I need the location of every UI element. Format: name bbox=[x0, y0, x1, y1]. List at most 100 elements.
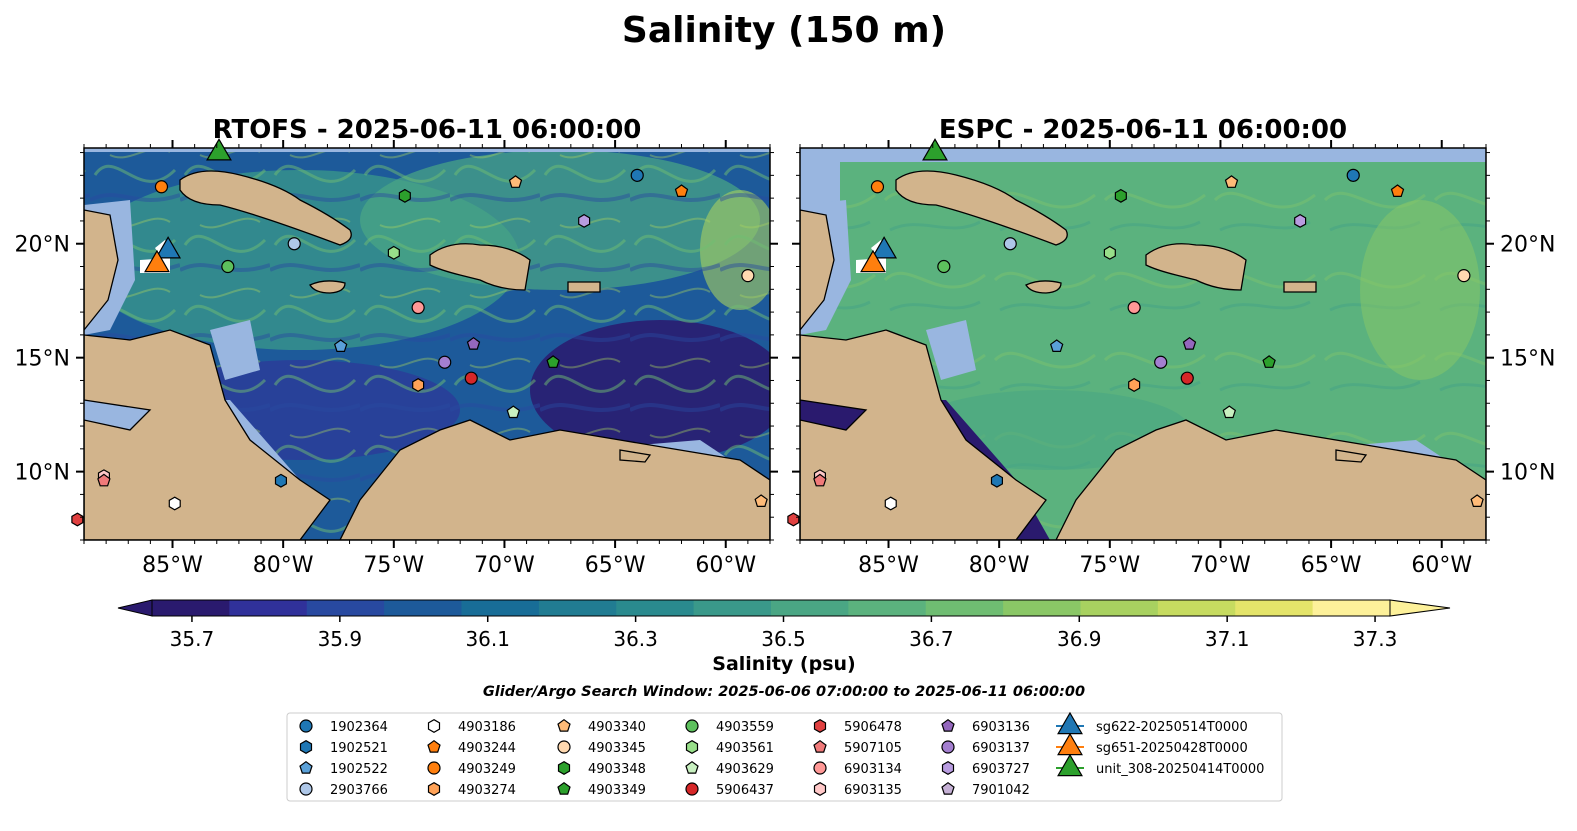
float-marker-4903348 bbox=[398, 188, 411, 203]
float-marker-4903349 bbox=[546, 355, 560, 368]
legend-label: 4903345 bbox=[588, 741, 646, 756]
lat-tick-label: 20°N bbox=[15, 233, 70, 258]
shelf bbox=[210, 320, 260, 380]
panel-title-espc: ESPC - 2025-06-11 06:00:00 bbox=[939, 115, 1347, 145]
legend-label: 4903249 bbox=[458, 762, 516, 777]
float-marker-1902521 bbox=[990, 473, 1004, 488]
float-marker-6903727 bbox=[578, 213, 591, 228]
legend-marker bbox=[941, 761, 955, 775]
figure-title: Salinity (150 m) bbox=[622, 10, 946, 51]
legend-label: 5906437 bbox=[716, 783, 774, 798]
float-marker-4903629 bbox=[1222, 405, 1237, 419]
colorbar-segment bbox=[538, 600, 617, 616]
legend-marker bbox=[557, 761, 571, 775]
axis-rtofs: 85°W 80°W 75°W 70°W 65°W 60°W 10°N 15°N 20°N bbox=[15, 140, 778, 578]
colorbar-tick-label: 37.3 bbox=[1353, 627, 1398, 651]
float-marker-4903629 bbox=[506, 405, 521, 419]
legend-marker bbox=[557, 718, 571, 732]
colorbar-tick-label: 37.1 bbox=[1205, 627, 1250, 651]
colorbar-segment bbox=[848, 600, 927, 616]
axis-espc: 85°W 80°W 75°W 70°W 65°W 60°W 10°N 15°N 20°N bbox=[792, 140, 1555, 578]
float-marker-4903559 bbox=[221, 259, 235, 274]
shelf bbox=[84, 148, 770, 152]
legend-label: sg622-20250514T0000 bbox=[1096, 720, 1248, 735]
float-marker-4903348 bbox=[1114, 188, 1127, 203]
colorbar-segment bbox=[925, 600, 1004, 616]
legend-marker bbox=[813, 761, 827, 775]
lat-tick-label: 15°N bbox=[1500, 347, 1555, 372]
colorbar-segment bbox=[461, 600, 540, 616]
legend-marker bbox=[941, 718, 955, 732]
legend-label: 4903348 bbox=[588, 762, 646, 777]
lon-tick-label: 75°W bbox=[363, 553, 424, 578]
lon-tick-label: 60°W bbox=[1411, 553, 1472, 578]
colorbar-tick-label: 36.5 bbox=[761, 627, 806, 651]
lon-tick-label: 70°W bbox=[1190, 553, 1251, 578]
colorbar-tick-label: 36.3 bbox=[613, 627, 658, 651]
legend-marker bbox=[299, 719, 313, 733]
salinity-patch bbox=[1360, 200, 1480, 380]
float-marker-1902521 bbox=[274, 473, 287, 488]
glider-marker-sg622 bbox=[871, 236, 898, 259]
markers-rtofs bbox=[71, 138, 768, 527]
legend-marker bbox=[941, 781, 955, 795]
legend-marker bbox=[557, 781, 571, 795]
legend-label: 6903137 bbox=[972, 741, 1030, 756]
colorbar-segment bbox=[1312, 600, 1391, 616]
colorbar-max-extension bbox=[1389, 599, 1451, 617]
float-marker-1902364 bbox=[630, 168, 644, 182]
float-marker-4903349 bbox=[1262, 355, 1276, 368]
colorbar-tick-label: 35.9 bbox=[318, 627, 363, 651]
float-marker-4903274 bbox=[1128, 378, 1141, 392]
lat-tick-label: 10°N bbox=[15, 461, 70, 486]
float-marker-4903274 bbox=[412, 378, 425, 392]
legend-label: 4903186 bbox=[458, 720, 516, 735]
float-marker-5907105 bbox=[813, 473, 827, 487]
lon-tick-label: 75°W bbox=[1079, 553, 1140, 578]
map-frame bbox=[799, 147, 1487, 541]
colorbar: 35.7 35.9 36.1 36.3 36.5 36.7 36.9 37.1 37.3 bbox=[117, 599, 1451, 651]
markers-espc bbox=[787, 138, 1484, 527]
colorbar-tick-label: 36.1 bbox=[465, 627, 510, 651]
float-marker-4903345 bbox=[741, 269, 755, 283]
float-marker-5906437 bbox=[464, 371, 478, 385]
shelf bbox=[926, 320, 976, 380]
legend-label: 4903349 bbox=[588, 783, 646, 798]
float-marker-4903559 bbox=[937, 259, 951, 274]
colorbar-segment bbox=[1080, 600, 1159, 616]
float-marker-2903766 bbox=[287, 237, 301, 251]
legend-label: sg651-20250428T0000 bbox=[1096, 741, 1248, 756]
glider-marker-sg651 bbox=[144, 249, 170, 273]
legend-label: unit_308-20250414T0000 bbox=[1096, 762, 1264, 777]
legend-marker bbox=[685, 740, 699, 754]
map-panel-espc: 85°W 80°W 75°W 70°W 65°W 60°W 10°N 15°N 20°N bbox=[787, 138, 1555, 578]
legend-label: 1902522 bbox=[330, 762, 388, 777]
lat-tick-label: 15°N bbox=[15, 347, 70, 372]
float-marker-4903340 bbox=[754, 494, 768, 507]
float-marker-4903340 bbox=[508, 175, 523, 188]
legend-label: 5907105 bbox=[844, 741, 902, 756]
legend-label: 4903244 bbox=[458, 741, 516, 756]
float-marker-4903186 bbox=[168, 496, 181, 511]
colorbar-segment bbox=[152, 600, 230, 616]
legend-marker bbox=[1057, 753, 1083, 777]
glider-marker-sg622 bbox=[155, 236, 182, 259]
lon-tick-label: 80°W bbox=[969, 553, 1030, 578]
legend-label: 6903727 bbox=[972, 762, 1030, 777]
float-marker-5906478 bbox=[71, 512, 84, 527]
glider-marker-unit_308 bbox=[206, 138, 232, 161]
map-frame bbox=[83, 147, 771, 541]
colorbar-tick-label: 36.9 bbox=[1057, 627, 1102, 651]
colorbar-label: Salinity (psu) bbox=[712, 653, 855, 675]
lon-tick-label: 85°W bbox=[142, 553, 203, 578]
legend-label: 6903136 bbox=[972, 720, 1030, 735]
float-marker-4903345 bbox=[1457, 269, 1471, 283]
legend-marker bbox=[299, 740, 313, 754]
float-marker-2903766 bbox=[1003, 237, 1017, 251]
legend-marker bbox=[427, 782, 441, 796]
float-marker-4903249 bbox=[870, 180, 885, 194]
glider-marker-unit_308 bbox=[922, 138, 948, 161]
glider-marker-sg651 bbox=[860, 249, 886, 273]
colorbar-tick-label: 36.7 bbox=[909, 627, 954, 651]
